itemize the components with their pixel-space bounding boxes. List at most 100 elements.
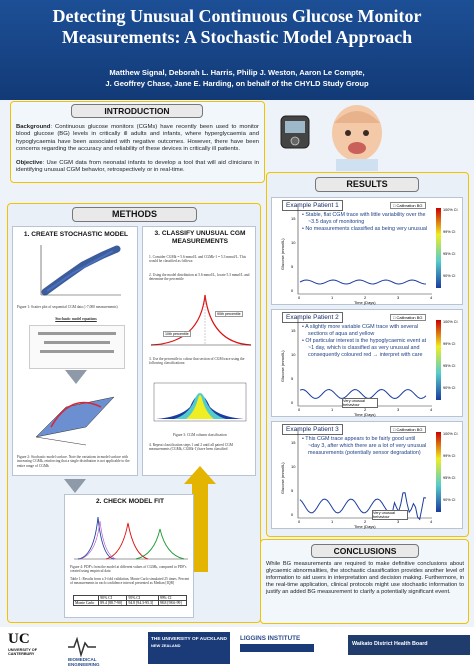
bullet-item: • Of particular interest is the hypoglyc… — [302, 338, 427, 358]
results-panel: RESULTS Example Patient 1 □ Calibration B… — [266, 172, 469, 537]
objective-label: Objective — [16, 160, 43, 166]
validation-table: 90% CI 95% CI 99% CI Monte Carlo 89.4 [8… — [72, 595, 188, 606]
step3-desc-4: 4. Repeat classification steps 1 and 2 u… — [149, 443, 233, 452]
conclusions-heading: CONCLUSIONS — [311, 544, 419, 558]
y-tick-label: 0 — [291, 400, 294, 405]
liggins-logo: LIGGINS INSTITUTE — [240, 635, 340, 652]
y-tick-label: 15 — [291, 440, 296, 445]
ci-label: 99% CI — [443, 230, 456, 234]
bioeng-logo-text: BIOMEDICAL ENGINEERING — [68, 657, 100, 667]
infant-photo — [326, 101, 388, 171]
cgm-trace-line — [299, 279, 427, 285]
conclusions-text: While BG measurements are required to ma… — [266, 561, 464, 595]
calibration-bg-legend: □ Calibration BG — [390, 426, 426, 433]
bullet-item: • No measurements classified as being ve… — [302, 226, 428, 232]
y-tick-label: 5 — [291, 376, 294, 381]
x-tick-label: 2 — [364, 519, 367, 524]
authors: Matthew Signal, Deborah L. Harris, Phili… — [10, 67, 464, 89]
down-arrow-1 — [65, 370, 87, 384]
y-tick-label: 0 — [291, 512, 294, 517]
x-tick-label: 3 — [397, 407, 400, 412]
authors-line-2: J. Geoffrey Chase, Jane E. Harding, on b… — [105, 79, 369, 88]
patient-result-box: Example Patient 2 □ Calibration BG • A sli… — [271, 309, 463, 417]
y-axis-label: Glucose (mmol/L) — [280, 238, 285, 270]
y-tick-label: 10 — [291, 240, 296, 245]
table-cell: 98.8 [98.6-99] — [157, 600, 188, 606]
liggins-sub-bar — [240, 644, 314, 652]
figure4-caption: Figure 4: PDF's from the model at differ… — [70, 565, 187, 574]
patient-result-box: Example Patient 1 □ Calibration BG • Stabl… — [271, 197, 463, 305]
intro-panel: INTRODUCTION Background: Continuous gluc… — [10, 101, 265, 183]
step3-title-line1: 3. CLASSIFY UNUSUAL CGM — [154, 230, 246, 237]
model-fit-figure — [74, 516, 188, 560]
auckland-logo: THE UNIVERSITY OF AUCKLAND NEW ZEALAND — [148, 632, 230, 664]
title-line-2: Measurements: A Stochastic Model Approac… — [61, 27, 413, 47]
header-banner: Detecting Unusual Continuous Glucose Mon… — [0, 0, 474, 100]
ci-label: 90% CI — [443, 498, 456, 502]
ci-colour-bar — [436, 432, 441, 512]
cgm-device-image — [279, 113, 313, 151]
x-tick-label: 1 — [331, 407, 334, 412]
auckland-logo-sub: NEW ZEALAND — [151, 643, 181, 648]
ci-label: 95% CI — [443, 252, 456, 256]
x-tick-label: 4 — [430, 295, 433, 300]
patient-result-box: Example Patient 3 □ Calibration BG • This … — [271, 421, 463, 529]
flow-arrow-head — [184, 466, 216, 484]
patient-bullets: • A slightly more variable CGM trace wit… — [302, 324, 428, 359]
intro-objective: Objective: Use CGM data from neonatal in… — [16, 160, 259, 175]
p90-label: 90th percentile — [215, 311, 243, 317]
table1-caption: Table 1: Results from a 3-fold validatio… — [70, 577, 190, 586]
flow-arrow — [192, 482, 208, 572]
ci-label: 99% CI — [443, 454, 456, 458]
patient-label: Example Patient 2 — [282, 312, 343, 323]
y-axis-label: Glucose (mmol/L) — [280, 350, 285, 382]
x-tick-label: 0 — [298, 295, 301, 300]
x-axis-label: Time (Days) — [354, 412, 376, 417]
intro-heading: INTRODUCTION — [71, 104, 203, 118]
unusual-annotation: Very unusual behaviour — [342, 398, 378, 408]
y-tick-label: 10 — [291, 464, 296, 469]
scatter-plot-figure — [40, 245, 121, 296]
y-tick-label: 0 — [291, 288, 294, 293]
poster-title: Detecting Unusual Continuous Glucose Mon… — [10, 6, 464, 48]
background-text: : Continuous glucose monitors (CGMs) hav… — [16, 124, 259, 153]
ci-label: 95% CI — [443, 476, 456, 480]
x-tick-label: 3 — [397, 295, 400, 300]
table-cell: 94.8 [94.3-95.3] — [126, 600, 159, 606]
patient-label: Example Patient 3 — [282, 424, 343, 435]
liggins-logo-text: LIGGINS INSTITUTE — [240, 635, 301, 642]
logo-bar: UC UNIVERSITY OF CANTERBURY BIOMEDICAL E… — [0, 627, 474, 670]
ci-label: 90% CI — [443, 386, 456, 390]
ci-colour-bar — [436, 320, 441, 400]
step3-title-line2: MEASUREMENTS — [171, 238, 229, 245]
y-tick-label: 15 — [291, 216, 296, 221]
calibration-bg-legend: □ Calibration BG — [390, 202, 426, 209]
table-cell: Monte Carlo — [72, 600, 100, 606]
figure2-caption: Figure 2: Stochastic model surface. Note… — [17, 455, 130, 468]
bullet-item: • A slightly more variable CGM trace wit… — [302, 324, 419, 337]
step3-box: 3. CLASSIFY UNUSUAL CGM MEASUREMENTS 1. … — [142, 226, 256, 476]
title-line-1: Detecting Unusual Continuous Glucose Mon… — [52, 6, 422, 26]
bullet-item: • This CGM trace appears to be fairly go… — [302, 436, 427, 456]
step1-box: 1. CREATE STOCHASTIC MODEL Figure 1: Sca… — [12, 226, 138, 476]
objective-text: : Use CGM data from neonatal infants to … — [16, 160, 259, 174]
bullet-item: • Stable, flat CGM trace with little var… — [302, 212, 426, 225]
uc-logo-sub: UNIVERSITY OF CANTERBURY — [8, 648, 38, 656]
table-cell: 89.4 [88.7-90] — [98, 600, 128, 606]
step3-desc-1: 1. Consider CGMk = 5.6 mmol/L and CGMk-1… — [149, 255, 246, 264]
patient-label: Example Patient 1 — [282, 200, 343, 211]
ci-label: 90% CI — [443, 274, 456, 278]
figure3-caption: Figure 3: CGM column classification — [173, 433, 227, 437]
stochastic-model-label: Stochastic model equations — [55, 317, 97, 321]
x-tick-label: 1 — [331, 295, 334, 300]
x-axis-label: Time (Days) — [354, 524, 376, 529]
pdf-distribution-figure — [150, 294, 252, 346]
calibration-bg-legend: □ Calibration BG — [390, 314, 426, 321]
patient-bullets: • Stable, flat CGM trace with little var… — [302, 212, 428, 233]
x-tick-label: 1 — [331, 519, 334, 524]
auckland-logo-text: THE UNIVERSITY OF AUCKLAND — [151, 637, 227, 642]
step3-title: 3. CLASSIFY UNUSUAL CGM MEASUREMENTS — [143, 230, 257, 246]
y-tick-label: 5 — [291, 264, 294, 269]
step3-desc-2: 2. Using the model distribution at 5.6 m… — [149, 273, 250, 282]
